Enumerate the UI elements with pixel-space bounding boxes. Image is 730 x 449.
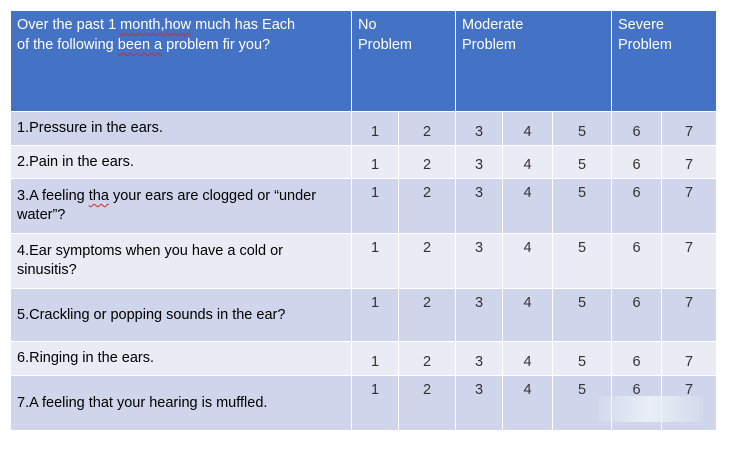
rating-option-2[interactable]: 2	[398, 178, 456, 234]
rating-option-4[interactable]: 4	[502, 145, 553, 179]
rating-option-1[interactable]: 1	[351, 145, 399, 179]
rating-option-3[interactable]: 3	[455, 341, 503, 376]
rating-option-1[interactable]: 1	[351, 111, 399, 146]
question-header: Over the past 1 month,how much has Each o…	[10, 10, 352, 112]
rating-option-7[interactable]: 7	[661, 178, 718, 234]
rating-option-2[interactable]: 2	[398, 233, 456, 289]
rating-option-7[interactable]: 7	[661, 233, 718, 289]
question-row: 5.Crackling or popping sounds in the ear…	[10, 288, 718, 342]
rating-option-4[interactable]: 4	[502, 375, 553, 431]
rating-option-6[interactable]: 6	[611, 288, 663, 342]
question-text: 3.A feeling tha your ears are clogged or…	[10, 178, 352, 234]
question-row: 2.Pain in the ears. 1 2 3 4 5 6 7	[10, 145, 718, 179]
rating-option-1[interactable]: 1	[351, 341, 399, 376]
question-text: 4.Ear symptoms when you have a cold or s…	[10, 233, 352, 289]
rating-option-7[interactable]: 7	[661, 145, 718, 179]
severe-problem-header: Severe Problem	[611, 10, 718, 112]
rating-option-5[interactable]: 5	[551, 233, 613, 289]
rating-option-3[interactable]: 3	[455, 288, 503, 342]
spellcheck-underlined-text: month,how	[120, 17, 192, 33]
question-row: 1.Pressure in the ears. 1 2 3 4 5 6 7	[10, 111, 718, 146]
rating-option-1[interactable]: 1	[351, 233, 399, 289]
rating-option-3[interactable]: 3	[455, 233, 503, 289]
question-row: 4.Ear symptoms when you have a cold or s…	[10, 233, 718, 289]
rating-option-4[interactable]: 4	[502, 288, 553, 342]
rating-option-5[interactable]: 5	[551, 178, 613, 234]
rating-option-3[interactable]: 3	[455, 178, 503, 234]
rating-option-6[interactable]: 6	[611, 111, 663, 146]
no-problem-header: No Problem	[351, 10, 456, 112]
rating-option-4[interactable]: 4	[502, 233, 553, 289]
rating-option-5[interactable]: 5	[551, 111, 613, 146]
rating-option-5[interactable]: 5	[551, 288, 613, 342]
rating-option-3[interactable]: 3	[455, 111, 503, 146]
rating-option-5[interactable]: 5	[551, 341, 613, 376]
rating-option-3[interactable]: 3	[455, 375, 503, 431]
rating-option-7[interactable]: 7	[661, 288, 718, 342]
moderate-problem-header: Moderate Problem	[454, 10, 613, 112]
question-header-text: Over the past 1 month,how much has Each o…	[17, 17, 296, 53]
question-row: 6.Ringing in the ears. 1 2 3 4 5 6 7	[10, 341, 718, 376]
rating-option-6[interactable]: 6	[611, 233, 663, 289]
symptom-questionnaire-table: Over the past 1 month,how much has Each o…	[10, 10, 718, 431]
rating-option-2[interactable]: 2	[398, 341, 456, 376]
question-row: 3.A feeling tha your ears are clogged or…	[10, 178, 718, 234]
spellcheck-underlined-text: been a	[117, 37, 163, 53]
rating-option-5[interactable]: 5	[551, 145, 613, 179]
rating-option-2[interactable]: 2	[398, 288, 456, 342]
rating-option-2[interactable]: 2	[398, 375, 456, 431]
question-text: 2.Pain in the ears.	[10, 145, 352, 179]
question-text: 5.Crackling or popping sounds in the ear…	[10, 288, 352, 342]
rating-option-2[interactable]: 2	[398, 145, 456, 179]
question-text: 1.Pressure in the ears.	[10, 111, 352, 146]
rating-option-4[interactable]: 4	[502, 111, 553, 146]
rating-option-6[interactable]: 6	[611, 341, 663, 376]
rating-option-1[interactable]: 1	[351, 375, 399, 431]
rating-option-6[interactable]: 6	[611, 178, 663, 234]
question-text: 7.A feeling that your hearing is muffled…	[10, 375, 352, 431]
rating-option-7[interactable]: 7	[661, 111, 718, 146]
rating-option-3[interactable]: 3	[455, 145, 503, 179]
rating-option-6[interactable]: 6	[611, 145, 663, 179]
rating-option-2[interactable]: 2	[398, 111, 456, 146]
rating-option-4[interactable]: 4	[502, 341, 553, 376]
watermark-logo	[598, 396, 703, 422]
rating-option-7[interactable]: 7	[661, 341, 718, 376]
rating-option-1[interactable]: 1	[351, 178, 399, 234]
rating-option-1[interactable]: 1	[351, 288, 399, 342]
rating-option-4[interactable]: 4	[502, 178, 553, 234]
question-text: 6.Ringing in the ears.	[10, 341, 352, 376]
table-header-row: Over the past 1 month,how much has Each o…	[10, 10, 718, 112]
spellcheck-underlined-text: tha	[88, 188, 109, 204]
